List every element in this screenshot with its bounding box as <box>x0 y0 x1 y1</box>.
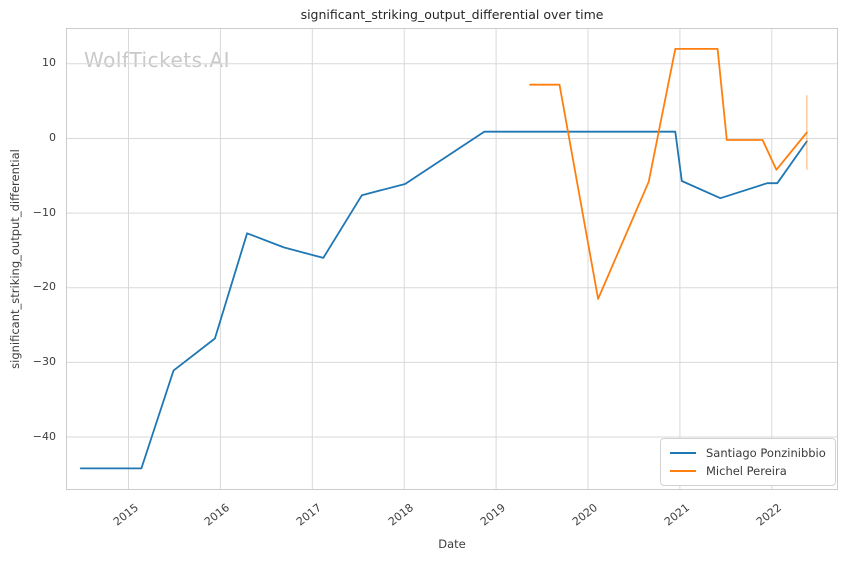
plot-border <box>66 28 838 490</box>
plot-area <box>66 28 838 490</box>
legend-swatch-line <box>670 452 696 454</box>
y-tick-label: −30 <box>32 354 56 368</box>
x-tick-label: 2016 <box>202 501 233 529</box>
y-axis-label: significant_striking_output_differential <box>8 149 22 369</box>
y-tick-label: −40 <box>32 429 56 443</box>
legend-item: Santiago Ponzinibbio <box>670 444 827 462</box>
x-tick-label: 2019 <box>478 501 509 529</box>
series-line-michel-pereira <box>529 47 808 300</box>
plot-svg <box>66 28 838 490</box>
y-tick-label: −20 <box>32 280 56 294</box>
x-tick-label: 2015 <box>110 501 141 529</box>
chart-title: significant_striking_output_differential… <box>300 7 604 22</box>
x-tick-label: 2021 <box>661 501 692 529</box>
legend-swatch-line <box>670 470 696 472</box>
x-tick-label: 2017 <box>294 501 325 529</box>
legend-label: Michel Pereira <box>706 464 787 478</box>
y-tick-label: −10 <box>32 205 56 219</box>
x-tick-label: 2018 <box>386 501 417 529</box>
legend-item: Michel Pereira <box>670 462 827 480</box>
series-line-santiago-ponzinibbio <box>79 130 808 470</box>
y-tick-label: 0 <box>49 130 56 144</box>
x-tick-label: 2022 <box>753 501 784 529</box>
x-axis-label: Date <box>438 537 466 551</box>
legend: Santiago Ponzinibbio Michel Pereira <box>660 438 836 486</box>
x-tick-label: 2020 <box>569 501 601 529</box>
y-tick-label: 10 <box>42 56 56 70</box>
legend-label: Santiago Ponzinibbio <box>706 446 826 460</box>
